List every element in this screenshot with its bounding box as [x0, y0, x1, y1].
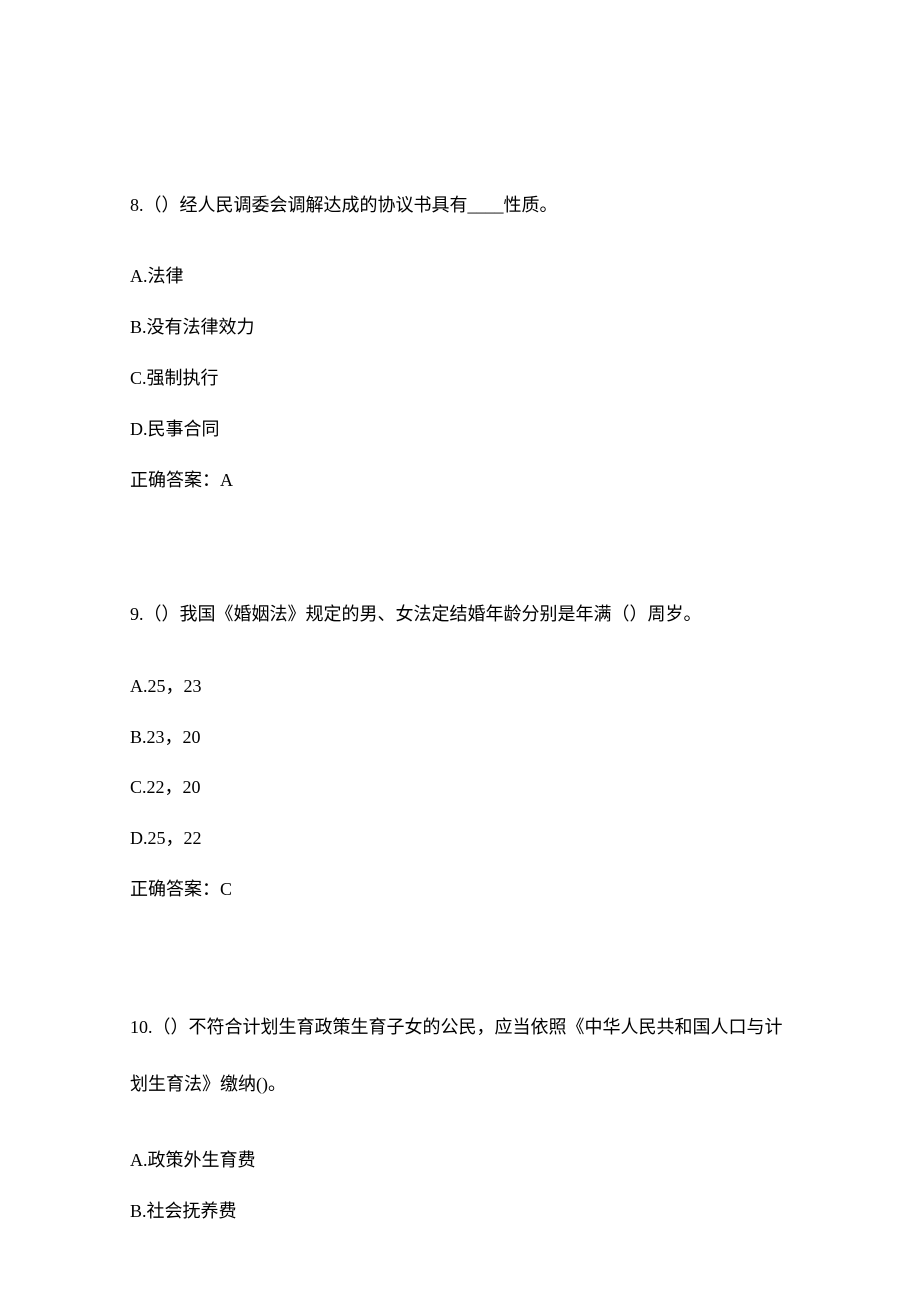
question-9: 9.（）我国《婚姻法》规定的男、女法定结婚年龄分别是年满（）周岁。 A.25，2…: [130, 589, 790, 903]
question-text: 10.（）不符合计划生育政策生育子女的公民，应当依照《中华人民共和国人口与计划生…: [130, 999, 790, 1114]
option-c: C.22，20: [130, 773, 790, 802]
question-text: 8.（）经人民调委会调解达成的协议书具有____性质。: [130, 180, 790, 230]
option-b: B.社会抚养费: [130, 1197, 790, 1226]
correct-answer: 正确答案：A: [130, 466, 790, 495]
correct-answer: 正确答案：C: [130, 875, 790, 904]
question-body: （）不符合计划生育政策生育子女的公民，应当依照《中华人民共和国人口与计划生育法》…: [130, 1017, 783, 1095]
option-c: C.强制执行: [130, 364, 790, 393]
question-number: 9.: [130, 604, 144, 624]
question-10: 10.（）不符合计划生育政策生育子女的公民，应当依照《中华人民共和国人口与计划生…: [130, 999, 790, 1226]
option-d: D.25，22: [130, 824, 790, 853]
question-8: 8.（）经人民调委会调解达成的协议书具有____性质。 A.法律 B.没有法律效…: [130, 180, 790, 494]
question-body: （）经人民调委会调解达成的协议书具有____性质。: [144, 195, 558, 215]
option-b: B.23，20: [130, 723, 790, 752]
question-number: 10.: [130, 1017, 153, 1037]
question-text: 9.（）我国《婚姻法》规定的男、女法定结婚年龄分别是年满（）周岁。: [130, 589, 790, 639]
option-d: D.民事合同: [130, 415, 790, 444]
question-body: （）我国《婚姻法》规定的男、女法定结婚年龄分别是年满（）周岁。: [144, 604, 702, 624]
option-b: B.没有法律效力: [130, 313, 790, 342]
question-number: 8.: [130, 195, 144, 215]
option-a: A.政策外生育费: [130, 1146, 790, 1175]
option-a: A.25，23: [130, 672, 790, 701]
option-a: A.法律: [130, 262, 790, 291]
